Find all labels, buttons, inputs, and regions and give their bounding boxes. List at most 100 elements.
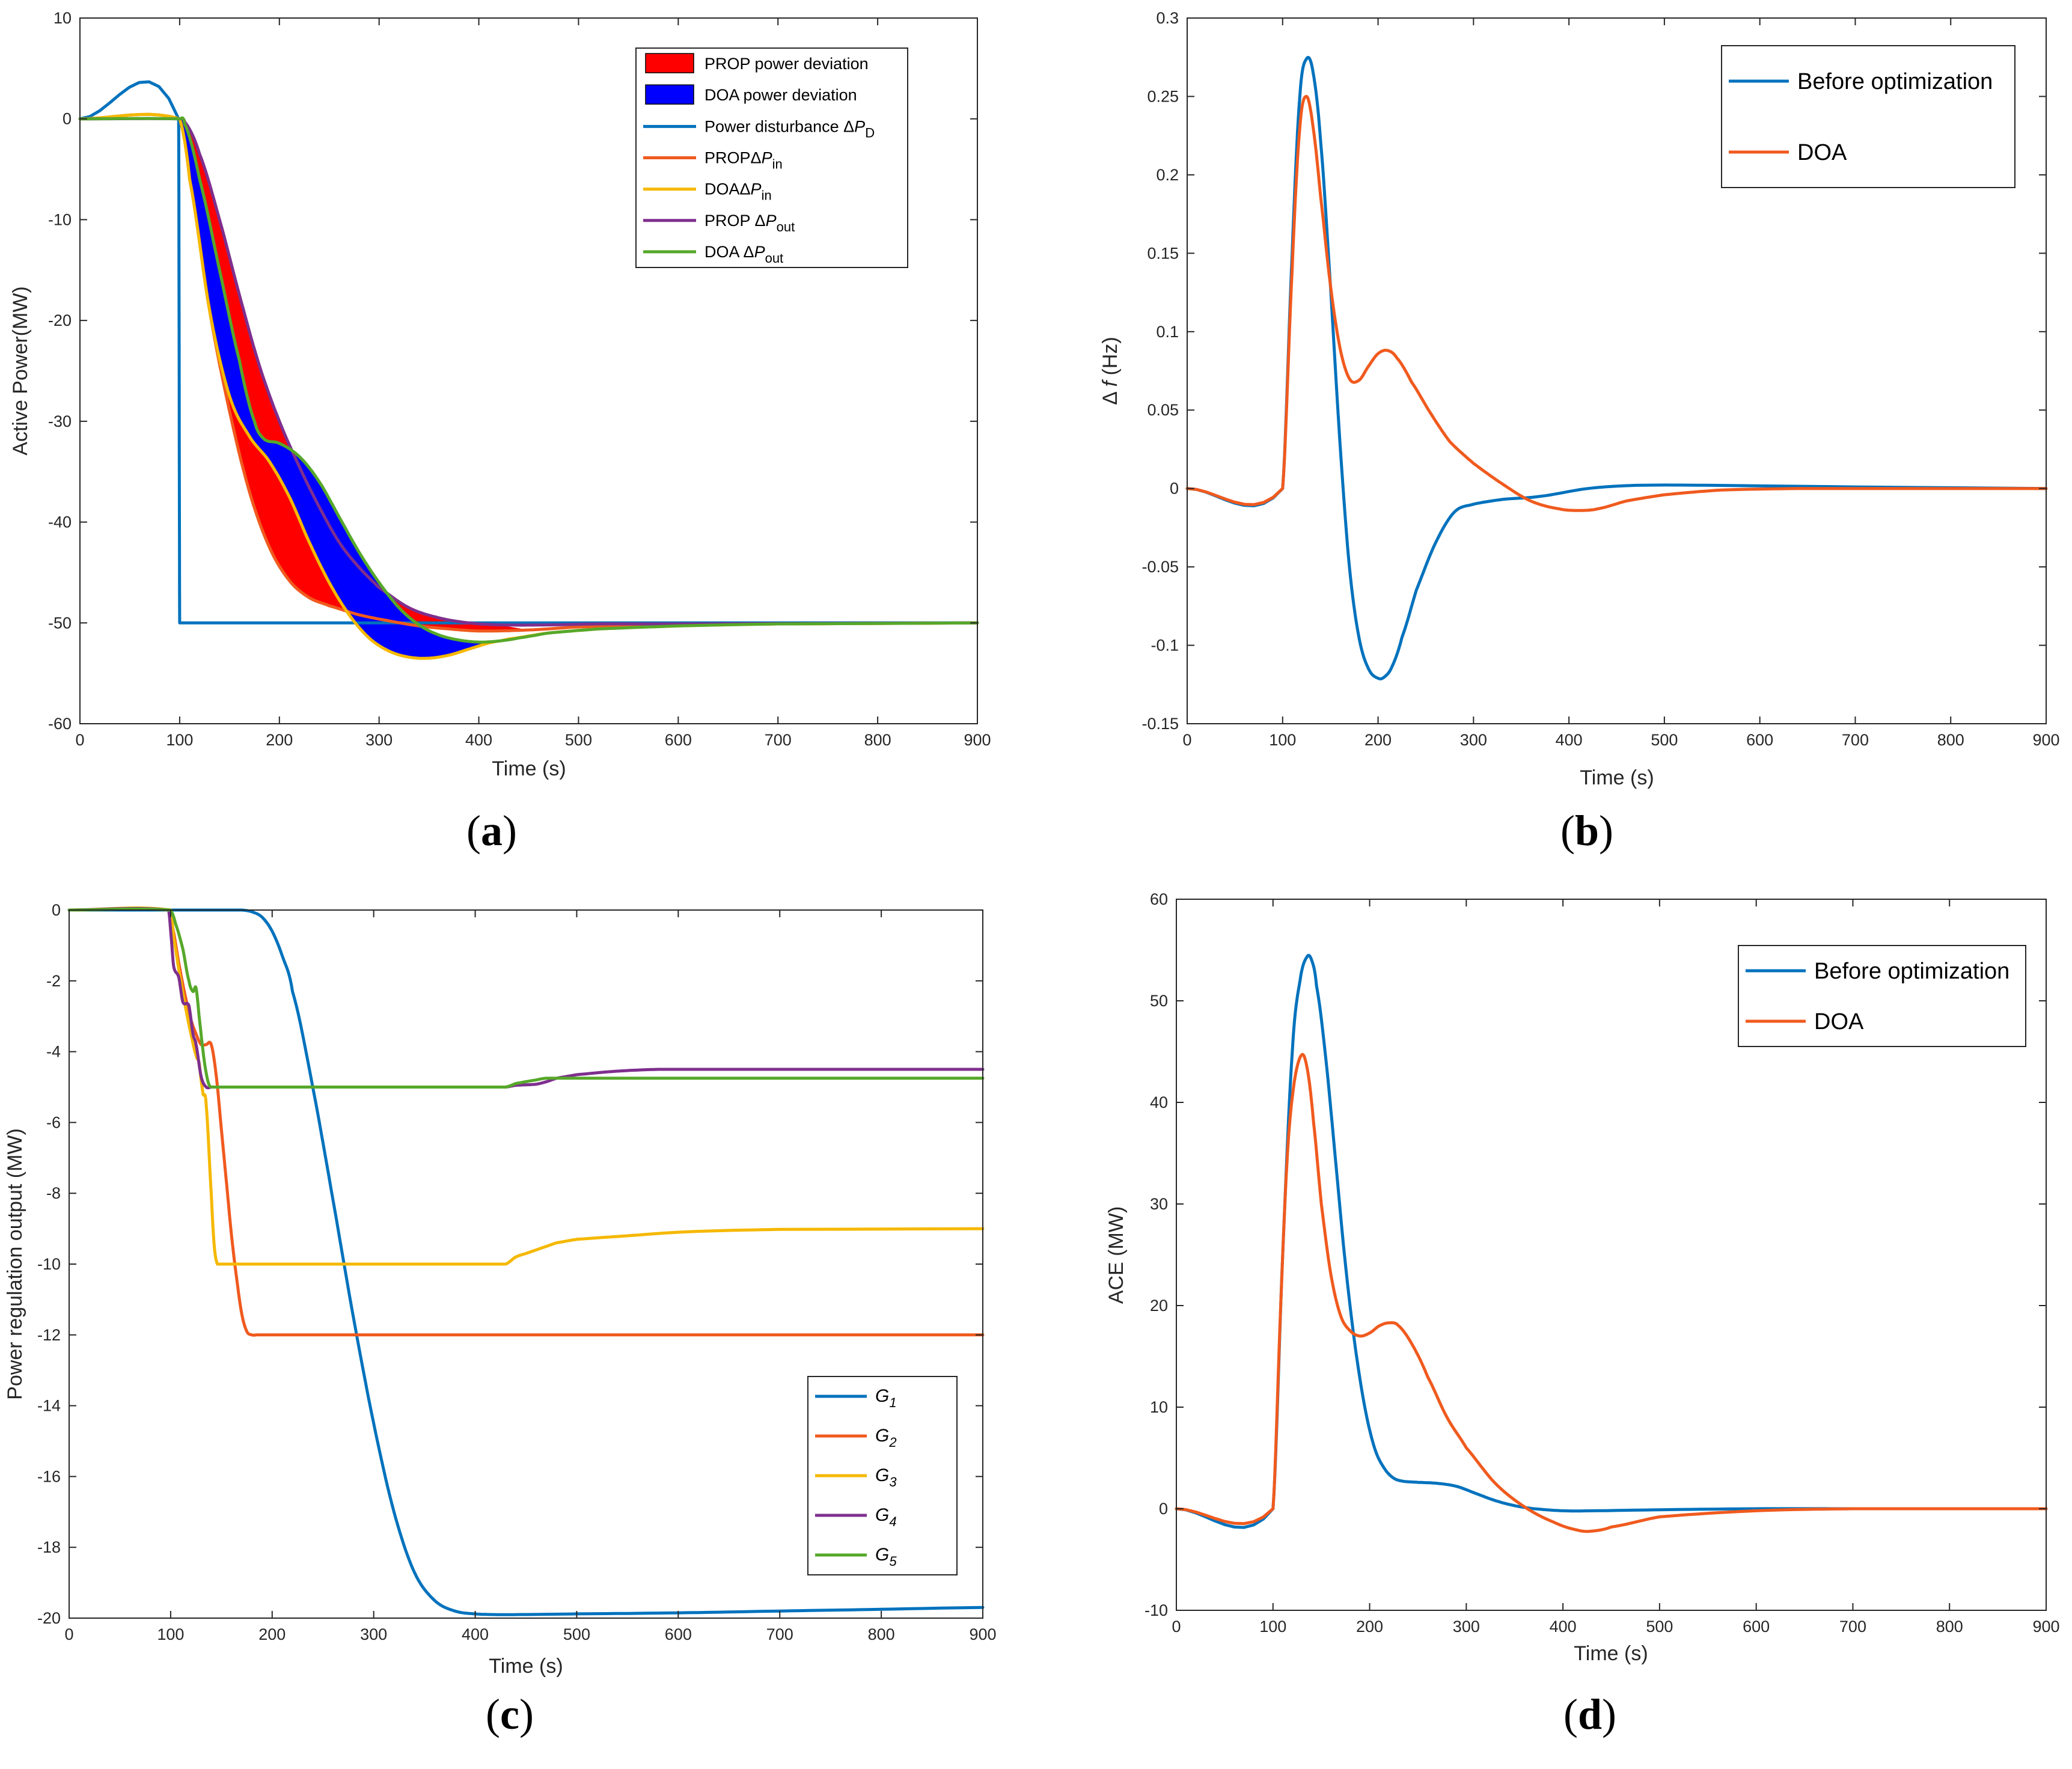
chart-b-xtick-label-7: 700 xyxy=(1842,731,1869,749)
chart-c-legend-label-2: G2 xyxy=(875,1426,897,1450)
chart-c-ytick-label-8: -16 xyxy=(37,1467,61,1485)
chart-a-xtick-label-2: 200 xyxy=(266,731,293,749)
chart-a-series-5 xyxy=(78,116,979,644)
chart-d-series-2 xyxy=(1175,1053,2048,1533)
chart-c-legend-label-4: G4 xyxy=(875,1505,897,1529)
chart-b-ytick-label-9: -0.15 xyxy=(1141,715,1179,733)
chart-b-legend: Before optimization DOA xyxy=(1721,45,2015,188)
chart-a-legend-label-5: DOAΔPin xyxy=(704,180,772,203)
chart-a-ytick-label-2: -10 xyxy=(48,210,72,228)
chart-d-ytick-label-1: 50 xyxy=(1150,992,1168,1010)
chart-a-axes-frame xyxy=(79,17,978,724)
chart-b-series-1 xyxy=(1185,56,2048,680)
chart-c-xtick-label-3: 300 xyxy=(360,1625,387,1643)
chart-a-fill-1 xyxy=(179,118,529,631)
chart-d-ytick-label-3: 30 xyxy=(1150,1195,1168,1213)
chart-a-xtick-label-5: 500 xyxy=(565,731,592,749)
chart-b-ylabel-suffix: (Hz) xyxy=(1099,337,1122,381)
chart-b-xtick-label-0: 0 xyxy=(1182,731,1191,749)
chart-d-ytick-label-0: 60 xyxy=(1150,890,1168,908)
chart-d-xtick-label-3: 300 xyxy=(1453,1618,1480,1636)
chart-a-legend-swatch-1 xyxy=(645,53,694,73)
chart-c: 0 100 200 300 400 500 600 700 800 900 0 -2 -4 -6 -8 -10… xyxy=(4,901,997,1738)
chart-c-series-3 xyxy=(67,906,985,1266)
chart-d-xtick-label-8: 800 xyxy=(1936,1618,1963,1636)
chart-c-ytick-label-10: -20 xyxy=(37,1609,61,1627)
chart-c-xtick-label-4: 400 xyxy=(462,1625,489,1643)
chart-d-ytick-label-4: 20 xyxy=(1150,1297,1168,1315)
chart-c-series-1 xyxy=(67,908,985,1616)
chart-d-legend-label-2: DOA xyxy=(1814,1009,1864,1034)
chart-c-legend: G1 G2 G3 G4 G5 xyxy=(807,1376,958,1575)
chart-c-legend-label-3: G3 xyxy=(875,1465,897,1489)
chart-d: 0 100 200 300 400 500 600 700 800 900605040302010… xyxy=(1105,890,2060,1738)
chart-a-ytick-label-4: -30 xyxy=(48,412,72,430)
chart-b-xtick-label-1: 100 xyxy=(1269,731,1296,749)
chart-b-xtick-label-9: 900 xyxy=(2032,731,2059,749)
chart-c-ytick-label-7: -14 xyxy=(37,1397,61,1415)
chart-a-xtick-label-9: 900 xyxy=(964,731,991,749)
chart-b-ytick-label-7: -0.05 xyxy=(1141,558,1179,576)
chart-b-ytick-label-0: 0.3 xyxy=(1156,9,1179,27)
chart-a-legend-label-4: PROPΔPin xyxy=(704,149,783,172)
chart-b-ylabel-prefix: Δ xyxy=(1099,386,1122,405)
chart-b-series-2 xyxy=(1185,94,2048,512)
chart-a-legend-label-2: DOA power deviation xyxy=(704,86,857,104)
chart-c-ytick-label-6: -12 xyxy=(37,1326,61,1344)
chart-a-legend-label-1: PROP power deviation xyxy=(704,55,869,73)
chart-b-panel-label: (b) xyxy=(1560,807,1613,855)
chart-a-series-1 xyxy=(78,80,979,625)
chart-c-xtick-label-8: 800 xyxy=(868,1625,895,1643)
chart-c-xtick-label-7: 700 xyxy=(766,1625,793,1643)
chart-b-xtick-label-6: 600 xyxy=(1746,731,1773,749)
chart-c-xtick-label-1: 100 xyxy=(157,1625,184,1643)
chart-a-ytick-label-0: 10 xyxy=(53,9,72,27)
chart-d-xtick-label-7: 700 xyxy=(1839,1618,1866,1636)
chart-d-xtick-label-4: 400 xyxy=(1550,1618,1577,1636)
chart-b: 0 100 200 300 400 500 600 700 800 900 0.3 0.25 0.2 0.… xyxy=(1099,9,2060,855)
chart-a-legend-swatch-2 xyxy=(645,84,694,105)
chart-d-ytick-label-6: 0 xyxy=(1159,1500,1168,1518)
chart-a-ytick-label-3: -20 xyxy=(48,311,72,329)
chart-c-panel-letter: c xyxy=(500,1690,519,1738)
chart-d-panel-label: (d) xyxy=(1563,1690,1616,1738)
chart-b-xtick-label-2: 200 xyxy=(1365,731,1392,749)
chart-d-xtick-label-2: 200 xyxy=(1356,1618,1383,1636)
chart-d-xtick-label-6: 600 xyxy=(1743,1618,1770,1636)
chart-d-ylabel: ACE (MW) xyxy=(1105,1206,1128,1304)
chart-b-xtick-label-3: 300 xyxy=(1460,731,1487,749)
chart-a-panel-letter: a xyxy=(481,807,503,855)
chart-a-xtick-label-4: 400 xyxy=(465,731,492,749)
chart-c-legend-label-1: G1 xyxy=(875,1386,897,1410)
chart-b-ytick-label-1: 0.25 xyxy=(1147,87,1179,105)
chart-a-xtick-label-6: 600 xyxy=(665,731,692,749)
chart-b-ytick-label-2: 0.2 xyxy=(1156,166,1179,184)
chart-b-xtick-label-4: 400 xyxy=(1556,731,1583,749)
chart-b-ytick-label-8: -0.1 xyxy=(1151,637,1179,655)
chart-d-ytick-label-7: -10 xyxy=(1144,1601,1168,1619)
chart-b-ytick-label-4: 0.1 xyxy=(1156,323,1179,341)
chart-c-legend-label-5: G5 xyxy=(875,1545,897,1569)
chart-b-ylabel: Δ f (Hz) xyxy=(1099,337,1122,405)
chart-c-xlabel: Time (s) xyxy=(489,1655,563,1678)
chart-b-ytick-label-6: 0 xyxy=(1170,480,1179,498)
chart-d-legend: Before optimization DOA xyxy=(1738,945,2026,1047)
chart-a-ytick-label-6: -50 xyxy=(48,614,72,632)
chart-c-ytick-label-2: -4 xyxy=(46,1043,61,1061)
chart-b-xlabel: Time (s) xyxy=(1580,766,1654,789)
chart-a-legend-label-7: DOA ΔPout xyxy=(704,243,783,266)
chart-b-ytick-label-3: 0.15 xyxy=(1147,244,1179,262)
chart-c-ytick-label-3: -6 xyxy=(46,1113,61,1131)
chart-a-ytick-label-1: 0 xyxy=(63,110,72,128)
chart-b-legend-label-1: Before optimization xyxy=(1797,69,1993,94)
chart-d-legend-label-1: Before optimization xyxy=(1814,959,2009,984)
chart-c-xtick-label-2: 200 xyxy=(258,1625,286,1643)
chart-a-xtick-label-0: 0 xyxy=(75,731,84,749)
chart-d-ytick-label-2: 40 xyxy=(1150,1093,1168,1111)
chart-a-legend-label-3: Power disturbance ΔPD xyxy=(704,117,875,140)
chart-a-legend-label-6: PROP ΔPout xyxy=(704,212,795,234)
chart-c-xtick-label-0: 0 xyxy=(64,1625,73,1643)
chart-c-series-5 xyxy=(67,907,985,1089)
chart-a-panel-label: (a) xyxy=(466,807,517,855)
